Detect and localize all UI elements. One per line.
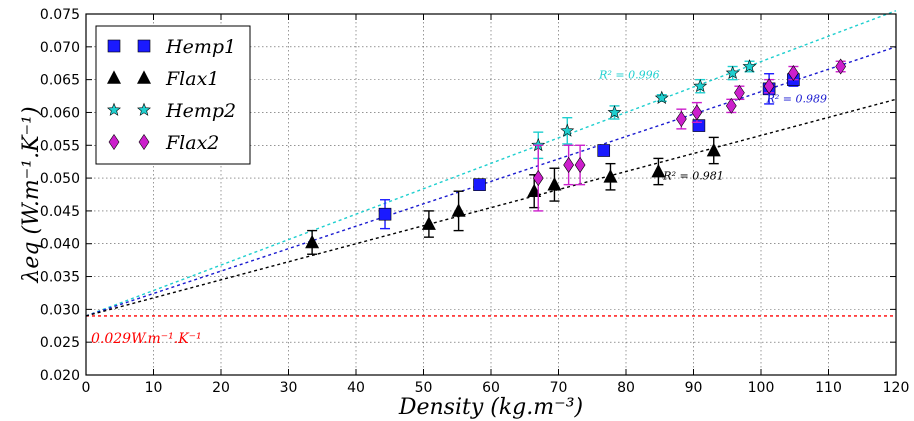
x-tick-label: 90 [685, 380, 703, 396]
series-Flax2 [532, 58, 847, 212]
legend: Hemp1 Flax1 Hemp2 Flax2 [95, 25, 251, 165]
legend-marker-Flax1-a [107, 70, 121, 84]
fit-annotation-2: R² = 0.981 [662, 169, 723, 182]
legend-box [95, 25, 251, 165]
grid [86, 14, 896, 375]
y-tick-label: 0.055 [40, 138, 80, 154]
x-tick-label: 120 [883, 380, 910, 396]
fit-line-1 [85, 46, 897, 317]
fit-annotation-0: R² = 0.996 [598, 68, 659, 81]
legend-marker-Flax1-b [137, 70, 151, 84]
y-tick-label: 0.020 [40, 368, 80, 384]
point-Hemp2-2 [607, 105, 622, 119]
legend-marker-Hemp1-a [107, 39, 121, 53]
legend-marker-Flax2-b [138, 133, 150, 151]
x-tick-label: 0 [82, 380, 91, 396]
point-Hemp2-4 [693, 78, 708, 93]
point-Flax2-1 [563, 156, 574, 174]
y-axis-label: λeq (W.m⁻¹.K⁻¹) [19, 106, 44, 283]
legend-marker-Hemp2-b [137, 102, 151, 116]
legend-marker-Flax2-a [108, 133, 120, 151]
point-Hemp1-2 [597, 144, 611, 157]
point-Hemp2-1 [560, 123, 575, 137]
point-Flax2-4 [691, 104, 703, 121]
x-tick-label: 50 [415, 380, 433, 396]
point-Flax1-0 [305, 234, 320, 249]
y-axis-ticks: 0.020 0.025 0.030 0.035 0.040 0.045 0.050 0.055… [40, 7, 896, 384]
fit-annotations: R² = 0.996 R² = 0.989 R² = 0.981 [598, 68, 827, 182]
y-tick-label: 0.025 [40, 335, 80, 351]
series-Flax1 [305, 136, 721, 255]
point-Flax2-6 [734, 84, 745, 101]
x-axis-ticks: 0 10 20 30 40 50 60 70 80 90 100 110 120 [82, 14, 910, 396]
x-tick-label: 20 [212, 380, 230, 396]
point-Hemp1-3 [692, 119, 706, 132]
fit-line-2 [85, 98, 897, 317]
legend-label-Flax1: Flax1 [165, 68, 219, 90]
x-tick-label: 80 [617, 380, 635, 396]
y-tick-label: 0.040 [40, 237, 80, 253]
legend-label-Flax2: Flax2 [165, 132, 219, 154]
y-tick-label: 0.065 [40, 73, 80, 89]
point-Hemp2-6 [742, 59, 757, 73]
point-Flax2-3 [675, 110, 687, 128]
x-axis-label: Density (kg.m⁻³) [398, 395, 583, 420]
fit-annotation-1: R² = 0.989 [766, 93, 827, 106]
fit-line-0 [85, 10, 897, 317]
point-Flax1-4 [547, 177, 562, 191]
series-Hemp1 [378, 72, 800, 230]
fit-lines [85, 10, 897, 317]
legend-marker-Hemp1-b [137, 39, 151, 53]
reference-line: 0.029W.m⁻¹.K⁻¹ [86, 315, 896, 347]
x-tick-label: 70 [550, 380, 568, 396]
x-tick-label: 110 [815, 380, 842, 396]
y-tick-label: 0.050 [40, 171, 80, 187]
x-tick-label: 30 [280, 380, 298, 396]
y-tick-label: 0.045 [40, 204, 80, 220]
y-tick-label: 0.060 [40, 105, 80, 121]
point-Hemp2-5 [725, 65, 740, 80]
point-Hemp1-1 [473, 178, 486, 191]
x-tick-label: 40 [347, 380, 365, 396]
point-Flax1-1 [421, 216, 436, 230]
x-tick-label: 10 [145, 380, 163, 396]
x-tick-label: 100 [748, 380, 775, 396]
point-Hemp1-0 [378, 207, 392, 221]
data-points [305, 58, 847, 255]
point-Flax1-3 [527, 183, 542, 198]
reference-line-label: 0.029W.m⁻¹.K⁻¹ [91, 331, 202, 347]
y-tick-label: 0.075 [40, 7, 80, 23]
point-Flax2-2 [574, 156, 586, 174]
point-Flax1-5 [603, 169, 618, 183]
point-Flax2-8 [788, 65, 799, 82]
y-tick-label: 0.030 [40, 302, 80, 318]
point-Flax1-2 [451, 203, 466, 217]
y-tick-label: 0.070 [40, 40, 80, 56]
legend-marker-Hemp2-a [107, 102, 121, 116]
legend-label-Hemp1: Hemp1 [165, 36, 236, 58]
point-Flax1-7 [706, 142, 721, 157]
legend-label-Hemp2: Hemp2 [165, 100, 236, 122]
x-tick-label: 60 [482, 380, 500, 396]
point-Flax2-9 [835, 58, 847, 75]
point-Flax1-6 [651, 163, 666, 178]
y-tick-label: 0.035 [40, 270, 80, 286]
point-Flax2-0 [532, 170, 544, 187]
point-Flax2-7 [763, 78, 775, 95]
point-Flax2-5 [725, 97, 737, 114]
point-Hemp2-3 [654, 90, 669, 104]
